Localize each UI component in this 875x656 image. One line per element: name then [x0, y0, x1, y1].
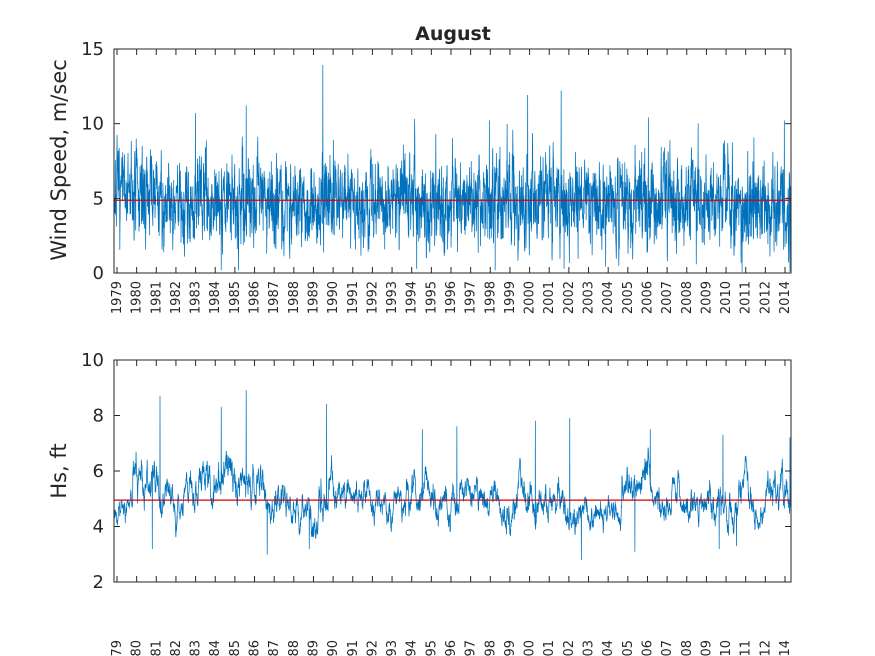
x-tick-label: 2001 [542, 281, 557, 314]
x-tick-label: 2000 [523, 281, 538, 314]
x-tick-label: 2009 [699, 640, 714, 656]
x-tick-label: 2006 [640, 640, 655, 656]
x-tick-label: 1990 [326, 640, 341, 656]
x-tick-label: 1993 [385, 281, 400, 314]
x-tick-label: 1995 [424, 281, 439, 314]
x-tick-label: 1997 [464, 640, 479, 656]
x-tick-label: 2011 [739, 281, 754, 314]
y-tick-label: 15 [81, 39, 104, 60]
y-tick-label: 2 [93, 572, 104, 593]
x-tick-label: 1983 [189, 640, 204, 656]
x-tick-label: 1996 [444, 281, 459, 314]
y-tick-label: 10 [81, 350, 104, 371]
y-tick-label: 0 [93, 263, 104, 284]
plot-area-frame [113, 359, 792, 583]
x-tick-label: 2012 [758, 281, 773, 314]
x-tick-label: 1986 [248, 640, 263, 656]
x-tick-label: 2014 [778, 281, 793, 314]
x-tick-label: 1991 [346, 640, 361, 656]
x-tick-label: 2000 [523, 640, 538, 656]
x-tick-label: 1996 [444, 640, 459, 656]
axis-ticks: 2 4 6 8 10 1979 1980 1981 1982 1983 1984 1985 1986 19… [81, 350, 793, 656]
x-tick-label: 2007 [660, 640, 675, 656]
x-tick-label: 1984 [208, 281, 223, 314]
x-tick-label: 2009 [699, 281, 714, 314]
data-series [113, 390, 792, 561]
x-tick-label: 1992 [365, 281, 380, 314]
x-tick-label: 1983 [189, 281, 204, 314]
x-tick-label: 2004 [601, 640, 616, 656]
x-tick-label: 1994 [405, 281, 420, 314]
x-tick-label: 1989 [306, 281, 321, 314]
x-tick-label: 1985 [228, 281, 243, 314]
x-tick-label: 1993 [385, 640, 400, 656]
x-tick-label: 1985 [228, 640, 243, 656]
x-tick-label: 2001 [542, 640, 557, 656]
chart-wind-speed: August Wind Speed, m/sec 0 5 10 15 1979 1980 1… [47, 23, 793, 314]
x-tick-label: 2010 [719, 281, 734, 314]
plot-area-frame [113, 48, 792, 274]
x-tick-label: 2004 [601, 281, 616, 314]
x-tick-label: 1988 [287, 281, 302, 314]
y-tick-label: 5 [93, 188, 104, 209]
x-tick-label: 1991 [346, 281, 361, 314]
y-tick-label: 4 [93, 517, 104, 538]
x-tick-label: 1989 [306, 640, 321, 656]
x-tick-label: 2010 [719, 640, 734, 656]
x-tick-label: 2002 [562, 640, 577, 656]
x-tick-label: 2002 [562, 281, 577, 314]
x-tick-label: 1979 [110, 640, 125, 656]
x-tick-label: 2005 [621, 281, 636, 314]
y-tick-label: 10 [81, 114, 104, 135]
series-line [113, 65, 792, 272]
axis-ticks: 0 5 10 15 1979 1980 1981 1982 1983 1984 1985 1986 19… [81, 39, 793, 314]
x-tick-label: 1987 [267, 640, 282, 656]
y-tick-label: 8 [93, 406, 104, 427]
series-line [113, 390, 792, 561]
x-tick-label: 2008 [680, 640, 695, 656]
x-tick-label: 2003 [582, 281, 597, 314]
x-tick-label: 1982 [169, 640, 184, 656]
x-tick-label: 2007 [660, 281, 675, 314]
chart-wave-height: Hs, ft 2 4 6 8 10 1979 1980 1981 1982 1983 1984 198… [47, 350, 793, 656]
x-tick-label: 2014 [778, 640, 793, 656]
y-axis-label: Wind Speed, m/sec [47, 59, 71, 261]
x-tick-label: 1998 [483, 281, 498, 314]
x-tick-label: 2011 [739, 640, 754, 656]
x-tick-label: 2012 [758, 640, 773, 656]
x-tick-label: 1988 [287, 640, 302, 656]
x-tick-label: 1986 [248, 281, 263, 314]
x-tick-label: 1984 [208, 640, 223, 656]
x-tick-label: 1990 [326, 281, 341, 314]
x-tick-label: 2008 [680, 281, 695, 314]
x-tick-label: 1994 [405, 640, 420, 656]
x-tick-label: 1980 [130, 640, 145, 656]
chart-title: August [415, 23, 491, 45]
x-tick-label: 1987 [267, 281, 282, 314]
x-tick-label: 1999 [503, 640, 518, 656]
data-series [113, 65, 792, 272]
y-axis-label: Hs, ft [47, 443, 71, 498]
x-tick-label: 1981 [149, 281, 164, 314]
x-tick-label: 1992 [365, 640, 380, 656]
x-tick-label: 1980 [130, 281, 145, 314]
x-tick-label: 1979 [110, 281, 125, 314]
x-tick-label: 2003 [582, 640, 597, 656]
x-tick-label: 1982 [169, 281, 184, 314]
x-tick-label: 1999 [503, 281, 518, 314]
y-tick-label: 6 [93, 461, 104, 482]
x-tick-label: 1997 [464, 281, 479, 314]
x-tick-label: 2006 [640, 281, 655, 314]
x-tick-label: 1995 [424, 640, 439, 656]
x-tick-label: 2005 [621, 640, 636, 656]
x-tick-label: 1981 [149, 640, 164, 656]
x-tick-label: 1998 [483, 640, 498, 656]
